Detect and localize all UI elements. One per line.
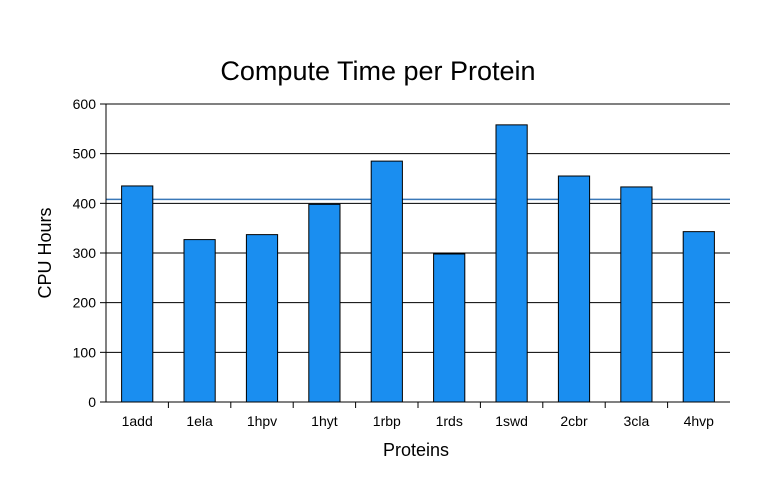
y-tick-label: 400 xyxy=(73,195,97,211)
x-tick-label: 1rds xyxy=(436,413,463,429)
x-tick-label: 1hpv xyxy=(247,413,277,429)
x-tick-label: 1rbp xyxy=(373,413,401,429)
bar-3cla xyxy=(620,186,653,403)
y-tick-label: 300 xyxy=(73,245,97,261)
bar-2cbr xyxy=(557,175,591,403)
x-tick-label: 1hyt xyxy=(311,413,338,429)
y-tick-labels: 0 100 200 300 400 500 600 xyxy=(73,96,106,410)
bar-1hyt xyxy=(308,203,341,403)
x-axis-label: Proteins xyxy=(383,440,449,460)
y-tick-label: 0 xyxy=(88,394,96,410)
y-tick-label: 200 xyxy=(73,295,97,311)
bar-1ela xyxy=(183,239,216,403)
y-axis-label: CPU Hours xyxy=(35,207,55,298)
bar-4hvp xyxy=(682,231,715,403)
bar-1rds xyxy=(433,253,466,403)
y-tick-label: 600 xyxy=(73,96,97,112)
x-tick-label: 3cla xyxy=(624,413,650,429)
x-tick-label: 4hvp xyxy=(684,413,715,429)
y-tick-label: 100 xyxy=(73,344,97,360)
x-tick-label: 1add xyxy=(122,413,153,429)
bars xyxy=(121,124,715,403)
chart-title: Compute Time per Protein xyxy=(220,56,535,86)
bar-1hpv xyxy=(245,234,279,403)
bar-1add xyxy=(121,185,154,403)
y-tick-label: 500 xyxy=(73,146,97,162)
x-tick-label: 1swd xyxy=(495,413,528,429)
bar-1swd xyxy=(495,124,528,403)
x-tick-label: 1ela xyxy=(186,413,213,429)
bar-1rbp xyxy=(370,160,403,403)
x-tick-labels: 1add 1ela 1hpv 1hyt 1rbp 1rds 1swd 2cbr 3cla 4hvp xyxy=(122,402,715,429)
x-tick-label: 2cbr xyxy=(560,413,588,429)
